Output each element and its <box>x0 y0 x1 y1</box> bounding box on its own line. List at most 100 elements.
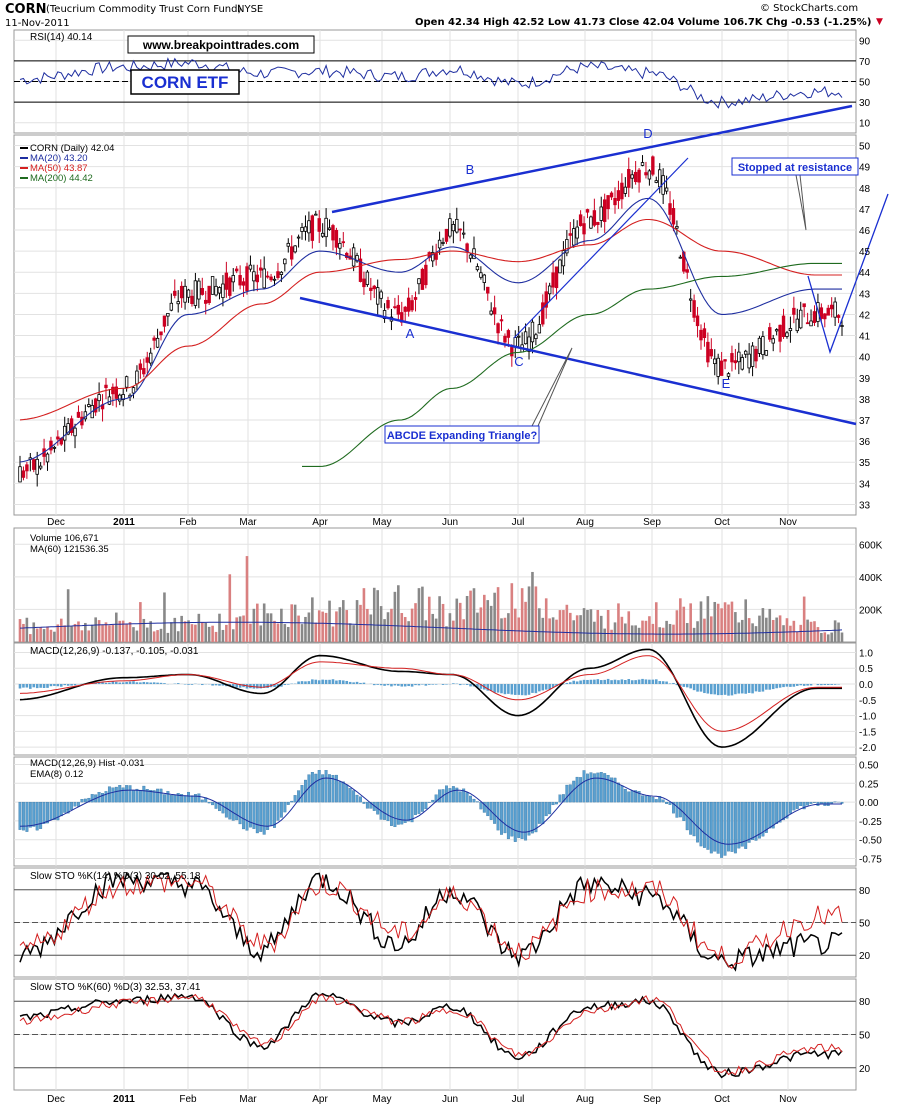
macd-hist-bar <box>696 684 699 692</box>
hist-bar <box>699 801 703 847</box>
volume-bar <box>699 601 703 642</box>
volume-bar <box>359 604 362 642</box>
hist-bar <box>259 801 263 832</box>
volume-bar <box>25 617 29 642</box>
hist-bar <box>193 794 197 803</box>
macd-hist-bar <box>544 684 548 690</box>
candle-body <box>420 268 425 290</box>
volume-bar <box>139 602 142 642</box>
hist-bar <box>788 801 792 814</box>
triangle-box: ABCDE Expanding Triangle? <box>384 425 540 444</box>
candle-body <box>788 328 793 332</box>
y-tick-label: 10 <box>859 119 871 130</box>
y-tick-label: 0.00 <box>859 798 879 809</box>
hist-bar <box>21 801 25 831</box>
hist-bar <box>469 795 473 803</box>
volume-bar <box>837 622 840 642</box>
y-tick-label: 40 <box>859 353 871 364</box>
volume-bar <box>823 632 827 642</box>
macd-hist-bar <box>541 684 545 691</box>
candle-body <box>293 245 297 253</box>
x-tick-label: 2011 <box>113 1094 135 1105</box>
volume-bar <box>125 623 128 642</box>
candle-body <box>179 285 184 299</box>
y-tick-label: 44 <box>859 268 871 279</box>
macd-hist-bar <box>513 684 517 695</box>
quote-date: 11-Nov-2011 <box>5 18 70 29</box>
macd-hist-bar <box>111 681 115 685</box>
macd-hist-bar <box>617 680 620 685</box>
hist-bar <box>534 801 538 833</box>
candle-body <box>568 233 572 236</box>
hist-bar <box>180 794 184 803</box>
candle-body <box>829 304 834 310</box>
macd-hist-bar <box>163 683 166 685</box>
hist-bar <box>152 790 156 803</box>
candle-body <box>283 258 287 265</box>
hist-bar <box>840 801 844 804</box>
macd-hist-bar <box>458 684 462 686</box>
volume-bar <box>352 625 355 642</box>
macd-hist-bar <box>627 679 631 685</box>
macd-hist-bar <box>149 682 152 685</box>
hist-bar <box>334 774 338 803</box>
volume-bar <box>324 612 328 642</box>
volume-bar <box>648 616 651 642</box>
volume-bar <box>723 602 727 642</box>
hist-bar <box>417 801 421 814</box>
candle-body <box>300 227 304 232</box>
macd-hist-bar <box>259 684 263 689</box>
candle-body <box>654 180 658 183</box>
macd-hist-bar <box>613 679 617 685</box>
volume-bar <box>710 616 713 642</box>
volume-bar <box>211 625 214 642</box>
ma50-line <box>19 218 842 421</box>
candle-body <box>259 267 263 271</box>
candle-body <box>255 274 260 283</box>
volume-bar <box>689 603 692 642</box>
macd-hist-bar <box>145 682 149 685</box>
candle-body <box>441 242 445 244</box>
candle-body <box>269 276 273 281</box>
hist-bar <box>365 801 369 809</box>
candle-body <box>716 357 720 377</box>
candle-body <box>145 357 149 363</box>
hist-bar <box>458 791 462 803</box>
website-box: www.breakpointtrades.com <box>127 35 315 54</box>
macd-hist-bar <box>235 684 238 688</box>
candle-body <box>286 242 290 247</box>
hist-bar <box>200 799 204 803</box>
volume-bar <box>228 574 232 642</box>
macd-hist-bar <box>331 679 335 685</box>
sto60-panel: Slow STO %K(60) %D(3) 32.53, 37.41 <box>14 982 856 1079</box>
volume-bar <box>840 632 844 642</box>
macd-hist-bar <box>734 684 737 695</box>
x-tick-label: Apr <box>312 517 328 528</box>
candle-body <box>623 186 628 194</box>
candle-body <box>664 187 669 192</box>
volume-bar <box>517 617 521 642</box>
volume-bar <box>200 622 204 642</box>
volume-bar <box>180 615 183 642</box>
sto-legend: Slow STO %K(60) %D(3) 32.53, 37.41 <box>30 982 201 993</box>
candle-body <box>104 384 108 389</box>
volume-bar <box>816 627 820 642</box>
macd-hist-bar <box>648 679 651 685</box>
volume-bar <box>32 622 36 642</box>
candle-body <box>668 203 672 215</box>
x-tick-label: Sep <box>643 1094 661 1105</box>
macd-hist-bar <box>266 684 269 688</box>
volume-bar <box>465 596 469 642</box>
volume-bar <box>87 630 91 642</box>
volume-bar <box>740 619 744 642</box>
macd-hist-bar <box>710 684 713 695</box>
x-tick-label: Feb <box>179 517 197 528</box>
y-tick-label: 50 <box>859 78 871 89</box>
hist-bar <box>118 785 122 803</box>
hist-bar <box>276 801 280 821</box>
candle-body <box>486 286 490 294</box>
volume-bar <box>802 596 806 642</box>
candle-body <box>836 315 841 318</box>
candle-body <box>750 345 755 367</box>
candle-body <box>382 310 387 319</box>
